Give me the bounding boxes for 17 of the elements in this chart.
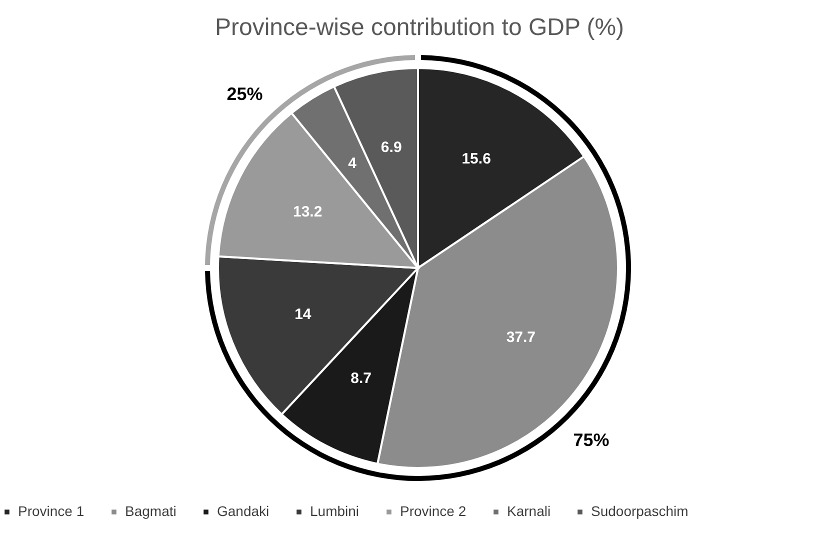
legend-label: Lumbini <box>310 503 360 519</box>
legend-label: Gandaki <box>217 503 270 519</box>
data-label: 25% <box>226 84 263 104</box>
chart-title: Province-wise contribution to GDP (%) <box>214 14 624 41</box>
legend-label: Province 2 <box>400 503 466 519</box>
legend-label: Karnali <box>507 503 551 519</box>
legend-label: Bagmati <box>125 503 176 519</box>
data-label: 6.9 <box>380 138 402 156</box>
data-label: 15.6 <box>462 150 491 168</box>
legend-label: Sudoorpaschim <box>591 503 688 519</box>
data-label: 8.7 <box>350 370 372 388</box>
legend-label: Province 1 <box>18 503 84 519</box>
data-label: 37.7 <box>506 329 536 346</box>
data-label: 13.2 <box>292 204 322 221</box>
data-label: 4 <box>348 154 358 172</box>
data-label: 14 <box>294 306 312 324</box>
data-label: 75% <box>573 430 610 450</box>
